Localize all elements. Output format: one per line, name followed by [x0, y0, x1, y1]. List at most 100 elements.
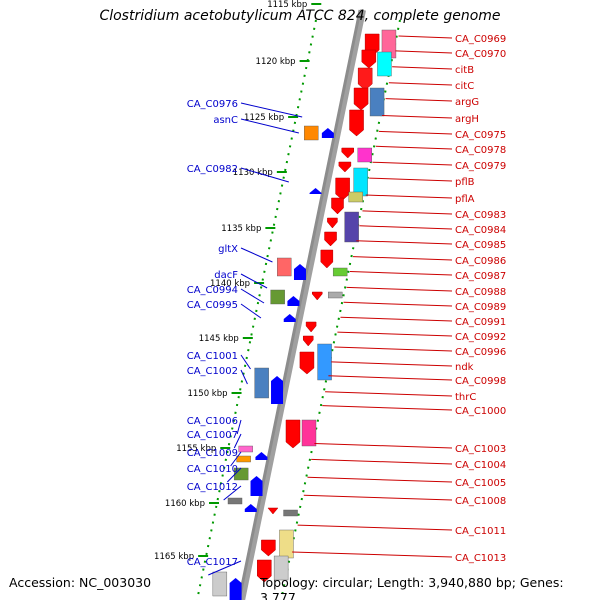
- reverse-gene: [293, 264, 306, 280]
- forward-label-leader: [382, 115, 453, 119]
- reverse-gene: [309, 188, 322, 194]
- reverse-gene-label: CA_C1009: [187, 448, 238, 459]
- reverse-label-leader: [226, 467, 242, 483]
- scale-tick-label: 1115 kbp: [267, 0, 307, 10]
- forward-gene-label: CA_C0975: [455, 130, 506, 141]
- forward-gene-label: argH: [455, 114, 479, 125]
- reverse-gene-label: CA_C1007: [187, 430, 238, 441]
- forward-label-leader: [349, 271, 453, 276]
- forward-label-leader: [352, 256, 453, 261]
- scale-tick-label: 1165 kbp: [154, 552, 194, 562]
- accession-text: Accession: NC_003030: [9, 575, 152, 590]
- reverse-label-leader: [240, 288, 265, 304]
- forward-gene: [335, 177, 350, 201]
- scale-tick-label: 1130 kbp: [233, 168, 273, 178]
- forward-gene: [257, 559, 272, 583]
- reverse-gene-label: asnC: [213, 115, 238, 126]
- forward-gene-label: CA_C0988: [455, 287, 506, 298]
- forward-gene-label: CA_C1013: [455, 553, 506, 564]
- forward-label-leader: [292, 551, 453, 558]
- forward-gene: [361, 49, 377, 69]
- reverse-label-leader: [240, 273, 268, 289]
- reverse-label-leader: [230, 451, 242, 467]
- forward-gene-label: CA_C1011: [455, 526, 506, 537]
- reverse-gene-label: CA_C1006: [187, 416, 238, 427]
- forward-gene: [299, 351, 315, 375]
- reverse-gene-label: CA_C0982: [187, 164, 238, 175]
- forward-label-leader: [395, 50, 453, 54]
- forward-gene-label: CA_C0987: [455, 271, 506, 282]
- reverse-label-leader: [240, 303, 262, 319]
- forward-label-leader: [362, 210, 453, 215]
- forward-gene-block: [344, 211, 359, 243]
- forward-gene-label: CA_C0983: [455, 210, 506, 221]
- forward-gene-label: citC: [455, 81, 474, 92]
- reverse-gene-label: CA_C0976: [187, 99, 238, 110]
- reverse-label-leader: [240, 247, 273, 263]
- forward-label-leader: [372, 161, 453, 166]
- forward-gene: [261, 539, 276, 557]
- forward-gene: [327, 217, 338, 229]
- forward-gene: [305, 321, 317, 333]
- reverse-gene: [244, 504, 257, 512]
- reverse-gene-block: [227, 497, 243, 505]
- forward-label-leader: [398, 35, 453, 39]
- forward-gene-block: [369, 87, 385, 117]
- scale-tick-label: 1150 kbp: [187, 389, 227, 399]
- forward-gene-block: [317, 343, 332, 381]
- forward-label-leader: [346, 286, 453, 292]
- forward-gene-label: ndk: [455, 362, 474, 373]
- scale-tick-label: 1160 kbp: [165, 499, 205, 509]
- forward-gene: [324, 231, 337, 247]
- forward-gene-label: CA_C0992: [455, 332, 506, 343]
- forward-gene-block: [348, 191, 363, 203]
- forward-label-leader: [325, 391, 453, 397]
- reverse-label-leader: [233, 433, 242, 449]
- reverse-gene-block: [254, 367, 269, 399]
- reverse-label-leader: [240, 354, 251, 370]
- forward-gene-label: argG: [455, 97, 479, 108]
- forward-label-leader: [378, 130, 453, 135]
- forward-gene-label: CA_C0979: [455, 161, 506, 172]
- forward-label-leader: [340, 316, 453, 322]
- forward-label-leader: [314, 443, 453, 449]
- genome-summary-text: Topology: circular; Length: 3,940,880 bp…: [260, 575, 564, 600]
- reverse-gene: [321, 128, 334, 138]
- forward-gene-label: CA_C1000: [455, 406, 506, 417]
- forward-label-leader: [311, 458, 453, 465]
- forward-gene-label: CA_C0984: [455, 225, 506, 236]
- reverse-gene-label: dacF: [214, 270, 238, 281]
- forward-gene-label: CA_C0989: [455, 302, 506, 313]
- inner-tick-guide: [196, 19, 317, 600]
- forward-label-leader: [307, 476, 453, 483]
- forward-label-leader: [322, 405, 453, 411]
- forward-gene-label: CA_C0985: [455, 240, 506, 251]
- scale-tick-label: 1145 kbp: [199, 334, 239, 344]
- reverse-gene-label: CA_C1002: [187, 366, 238, 377]
- forward-gene: [341, 147, 355, 159]
- forward-label-leader: [359, 225, 453, 230]
- forward-gene: [285, 419, 301, 449]
- forward-gene-label: CA_C0998: [455, 376, 506, 387]
- reverse-gene-block: [304, 125, 319, 141]
- forward-gene: [349, 109, 364, 137]
- forward-label-leader: [365, 194, 453, 199]
- forward-gene: [311, 291, 323, 301]
- forward-label-leader: [356, 240, 453, 245]
- forward-gene: [320, 249, 334, 269]
- reverse-gene: [271, 376, 284, 404]
- forward-label-leader: [331, 361, 453, 367]
- reverse-gene-label: CA_C0994: [187, 285, 238, 296]
- forward-gene-label: CA_C1008: [455, 496, 506, 507]
- forward-gene-label: citB: [455, 65, 474, 76]
- reverse-label-leader: [240, 118, 300, 134]
- scale-tick-label: 1135 kbp: [221, 224, 261, 234]
- reverse-gene-block: [277, 257, 292, 277]
- forward-gene-block: [279, 529, 294, 559]
- forward-label-leader: [303, 494, 453, 501]
- forward-label-leader: [297, 524, 453, 531]
- forward-gene-block: [301, 419, 317, 447]
- reverse-gene-label: CA_C1010: [187, 464, 238, 475]
- reverse-label-leader: [236, 419, 242, 435]
